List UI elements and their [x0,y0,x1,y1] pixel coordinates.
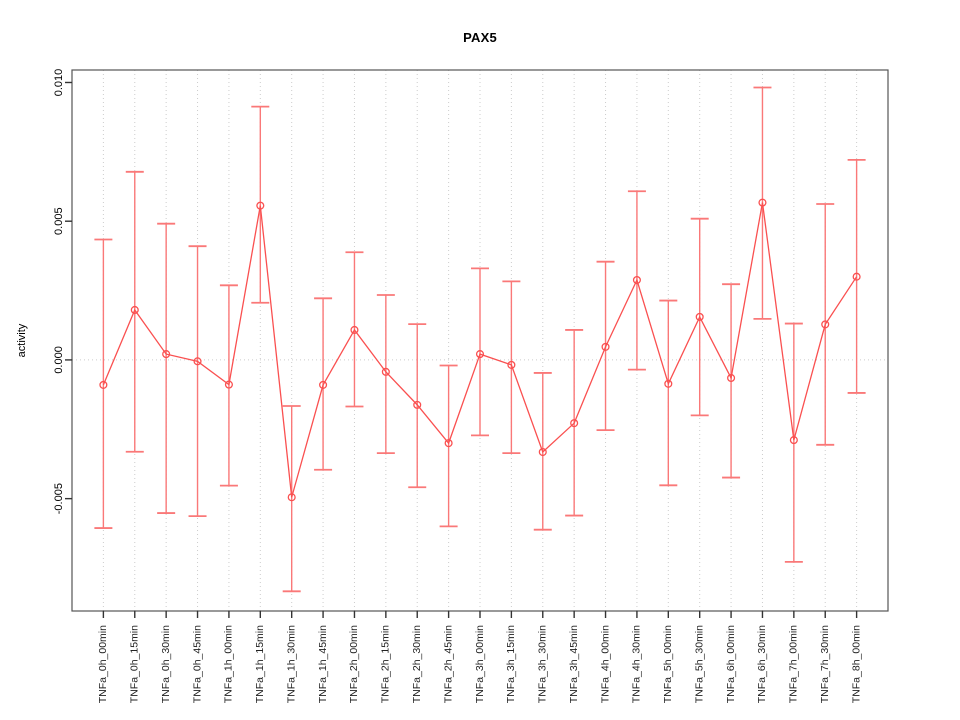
y-tick-label: 0.000 [53,346,65,374]
data-point-marker [99,380,108,389]
x-tick-label: TNFa_0h_15min [129,625,141,703]
x-tick-label: TNFa_3h_45min [568,625,580,703]
x-tick-label: TNFa_0h_45min [191,625,203,703]
data-point-marker [789,436,798,445]
data-point-marker [664,379,673,388]
x-tick-label: TNFa_4h_00min [599,625,611,703]
data-point-marker [350,325,359,335]
x-tick-label: TNFa_2h_00min [348,625,360,703]
data-point-marker [381,367,390,376]
y-axis-title: activity [16,323,28,357]
x-tick-label: TNFa_0h_00min [97,625,109,703]
x-tick-label: TNFa_2h_45min [442,625,454,703]
data-point-marker [319,380,328,389]
x-tick-label: TNFa_0h_30min [160,625,172,703]
x-tick-label: TNFa_1h_15min [254,625,266,703]
x-tick-label: TNFa_3h_30min [537,625,549,703]
data-point-marker [507,360,516,369]
x-tick-label: TNFa_3h_15min [505,625,517,703]
series-line [102,202,858,498]
x-tick-label: TNFa_1h_30min [285,625,297,703]
x-tick-label: TNFa_7h_00min [788,625,800,703]
data-point-marker [821,320,830,329]
y-tick-label: -0.005 [53,483,65,514]
x-tick-label: TNFa_1h_00min [223,625,235,703]
x-tick-label: TNFa_6h_30min [756,625,768,703]
x-tick-label: TNFa_5h_30min [693,625,705,703]
x-tick-label: TNFa_3h_00min [474,625,486,703]
data-point-marker [444,439,453,448]
data-point-marker [193,357,202,366]
x-tick-label: TNFa_6h_00min [725,625,737,703]
data-point-marker [601,342,610,351]
data-point-marker [695,312,704,321]
y-axis-label: activity [16,323,28,357]
x-axis-ticks [102,611,858,618]
data-point-marker [570,419,579,428]
data-point-marker [538,447,547,457]
x-tick-label: TNFa_1h_45min [317,625,329,703]
x-tick-label: TNFa_5h_00min [662,625,674,703]
data-point-marker [475,350,485,359]
y-axis-ticks: -0.005 0.000 0.005 0.010 [53,69,72,514]
data-point-marker [413,400,422,409]
data-point-marker [287,493,296,502]
y-tick-label: 0.010 [53,69,65,97]
series-polyline [102,202,858,498]
data-point-marker [256,201,265,210]
data-point-marker [162,350,171,359]
error-bars [94,86,866,593]
x-tick-label: TNFa_7h_30min [819,625,831,703]
data-point-marker [727,373,736,383]
y-tick-label: 0.005 [53,207,65,235]
data-point-marker [224,380,233,389]
data-point-marker [758,198,767,207]
x-tick-label: TNFa_2h_15min [380,625,392,703]
x-tick-label: TNFa_4h_30min [631,625,643,703]
chart-title: PAX5 [463,30,497,45]
data-point-marker [632,275,641,285]
data-point-marker [852,272,861,281]
x-tick-label: TNFa_2h_30min [411,625,423,703]
x-axis-tick-labels: TNFa_0h_00min TNFa_0h_15min TNFa_0h_30min T… [97,625,862,703]
data-point-markers [99,198,861,502]
x-tick-label: TNFa_8h_00min [850,625,862,703]
data-point-marker [130,305,139,315]
